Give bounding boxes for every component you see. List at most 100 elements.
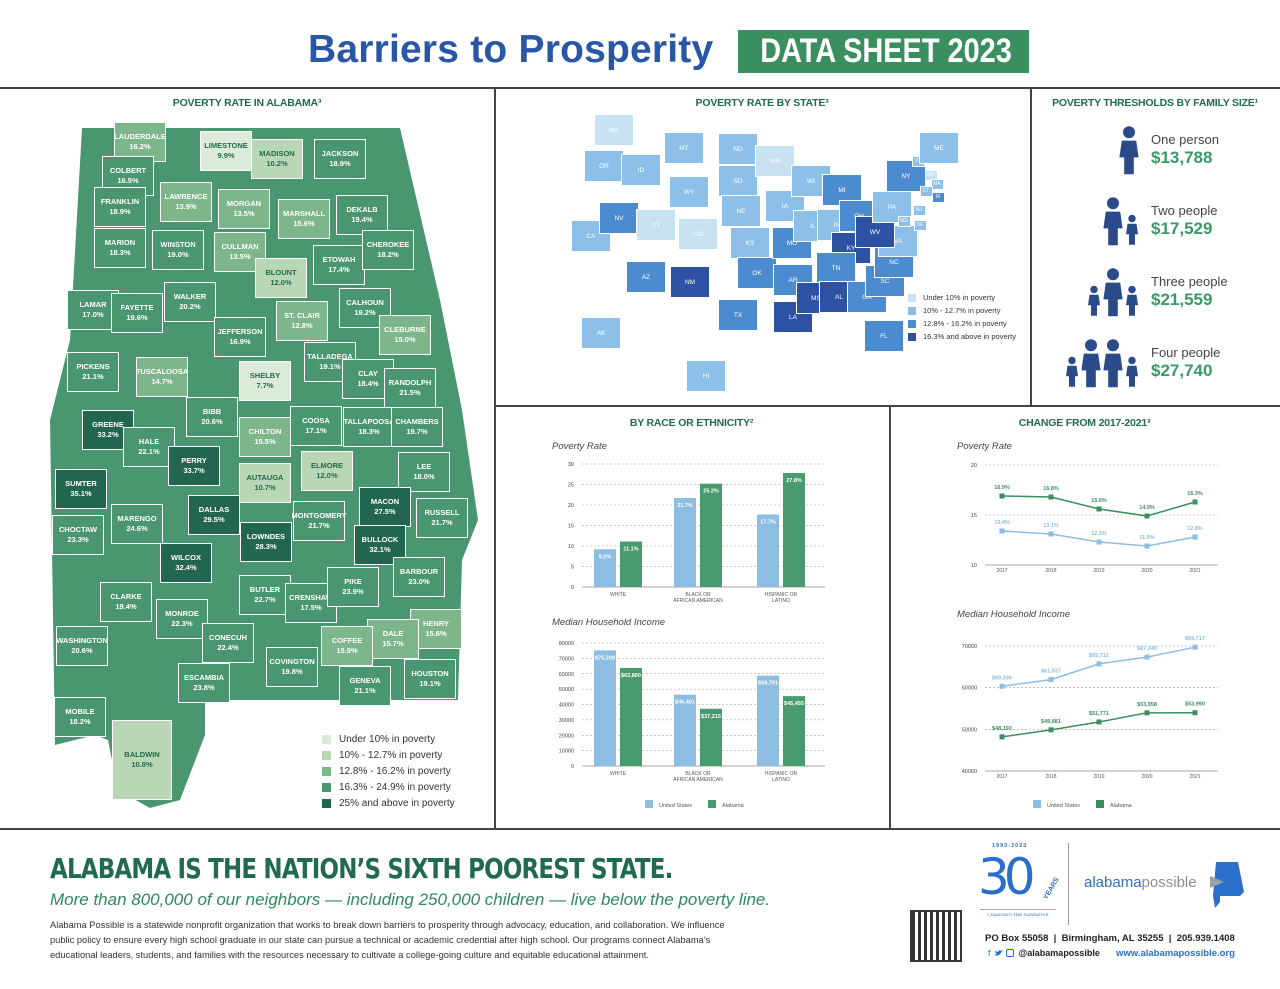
- qr-code[interactable]: [910, 910, 962, 962]
- county-rate: 19.2%: [354, 308, 376, 317]
- state-la: LA: [773, 301, 813, 333]
- data-label: 14.9%: [1139, 505, 1155, 511]
- y-tick-label: 20000: [559, 733, 574, 739]
- data-point: [999, 683, 1005, 689]
- bar-united-states: [674, 694, 696, 766]
- legend-swatch: [908, 332, 916, 341]
- y-tick-label: 20: [568, 503, 574, 509]
- county-name: BULLOCK: [361, 535, 399, 544]
- county-marion: MARION 18.3%: [94, 228, 146, 268]
- instagram-icon[interactable]: [1005, 949, 1014, 957]
- alabama-possible-logo[interactable]: alabamapossible: [1084, 874, 1197, 891]
- county-wilcox: WILCOX 32.4%: [160, 543, 212, 583]
- county-name: CLAY: [358, 369, 378, 378]
- website-link[interactable]: www.alabamapossible.org: [1116, 948, 1235, 959]
- state-ct: CT: [919, 185, 933, 197]
- data-label: $53,990: [1185, 702, 1205, 708]
- state-de: DE: [913, 219, 927, 231]
- county-name: FAYETTE: [120, 303, 154, 312]
- county-name: WALKER: [173, 292, 207, 301]
- county-name: DALLAS: [198, 505, 230, 514]
- county-rate: 7.7%: [256, 381, 274, 390]
- bar-alabama: [783, 696, 805, 766]
- county-name: WASHINGTON: [56, 636, 108, 645]
- county-rate: 27.5%: [374, 507, 396, 516]
- state-label: NJ: [915, 207, 923, 213]
- y-tick-label: 70000: [559, 656, 574, 662]
- county-name: HOUSTON: [411, 669, 449, 678]
- county-rate: 19.1%: [319, 362, 341, 371]
- county-rate: 24.6%: [126, 524, 148, 533]
- data-point: [1048, 727, 1054, 733]
- county-name: TALLADEGA: [307, 352, 353, 361]
- family-size-label: Four people: [1151, 345, 1221, 360]
- divider: [0, 87, 1280, 89]
- social-handle[interactable]: @alabamapossible: [1018, 948, 1100, 958]
- footer-subhead: More than 800,000 of our neighbors — inc…: [50, 890, 771, 909]
- data-label: $63,800: [621, 673, 641, 679]
- county-cleburne: CLEBURNE 15.0%: [379, 315, 431, 355]
- county-name: BIBB: [202, 407, 222, 416]
- x-tick-label: 2017: [996, 774, 1007, 780]
- data-label: $51,771: [1089, 711, 1109, 717]
- state-label: CO: [693, 230, 703, 238]
- county-tuscaloosa: TUSCALOOSA 14.7%: [136, 357, 188, 397]
- county-dallas: DALLAS 29.5%: [188, 495, 240, 535]
- data-sheet-badge-text: DATA SHEET 2023: [760, 32, 1012, 70]
- county-rate: 18.2%: [377, 250, 399, 259]
- y-tick-label: 10000: [559, 749, 574, 755]
- county-rate: 18.9%: [329, 159, 351, 168]
- state-label: FL: [880, 332, 888, 340]
- county-name: GREENE: [92, 420, 124, 429]
- county-morgan: MORGAN 13.5%: [218, 189, 270, 229]
- data-point: [1096, 719, 1102, 725]
- state-label: WY: [683, 188, 695, 196]
- legend-swatch: [322, 767, 331, 776]
- bar-united-states: [757, 675, 779, 766]
- state-md: MD: [897, 215, 911, 227]
- county-tallapoosa: TALLAPOOSA 18.3%: [343, 407, 395, 447]
- twitter-icon[interactable]: [993, 949, 1003, 957]
- county-houston: HOUSTON 19.1%: [404, 659, 456, 699]
- x-tick-label: 2020: [1141, 774, 1152, 780]
- state-tn: TN: [816, 252, 856, 284]
- county-jackson: JACKSON 18.9%: [314, 139, 366, 179]
- data-label: $65,712: [1089, 653, 1109, 659]
- county-rate: 16.5%: [117, 176, 139, 185]
- y-tick-label: 80000: [559, 641, 574, 647]
- county-name: SUMTER: [65, 479, 97, 488]
- change-chart-heading: CHANGE FROM 2017-2021³: [1018, 417, 1151, 429]
- legend-item: 10% - 12.7% in poverty: [908, 306, 1001, 315]
- county-name: LAUDERDALE: [114, 132, 166, 141]
- county-conecuh: CONECUH 22.4%: [202, 623, 254, 663]
- y-tick-label: 20: [971, 463, 977, 469]
- county-name: GENEVA: [349, 676, 381, 685]
- state-label: AK: [596, 329, 606, 337]
- divider: [494, 405, 1280, 407]
- legend-label: United States: [659, 803, 692, 809]
- family-icon: [1088, 268, 1138, 317]
- facebook-icon[interactable]: f: [988, 948, 991, 958]
- legend-label: Alabama: [722, 803, 745, 809]
- state-label: MS: [811, 294, 821, 302]
- state-ut: UT: [636, 209, 676, 241]
- data-label: 12.8%: [1187, 526, 1203, 532]
- data-label: $60,336: [992, 675, 1012, 681]
- change-poverty-subtitle: Poverty Rate: [957, 441, 1012, 452]
- state-wy: WY: [669, 176, 709, 208]
- state-label: UT: [651, 221, 661, 229]
- county-name: BARBOUR: [399, 567, 439, 576]
- data-label: 11.9%: [1139, 535, 1154, 541]
- county-monroe: MONROE 22.3%: [156, 599, 208, 639]
- county-marshall: MARSHALL 15.6%: [278, 199, 330, 239]
- county-limestone: LIMESTONE 9.9%: [200, 131, 252, 171]
- county-rate: 12.0%: [270, 278, 292, 287]
- state-label: RI: [935, 194, 941, 200]
- bar-alabama: [620, 667, 642, 766]
- state-nj: NJ: [912, 204, 926, 216]
- y-tick-label: 30000: [559, 718, 574, 724]
- x-tick-label: 2019: [1093, 774, 1104, 780]
- county-covington: COVINGTON 19.8%: [266, 647, 318, 687]
- county-rate: 17.5%: [300, 603, 322, 612]
- county-name: DEKALB: [346, 205, 378, 214]
